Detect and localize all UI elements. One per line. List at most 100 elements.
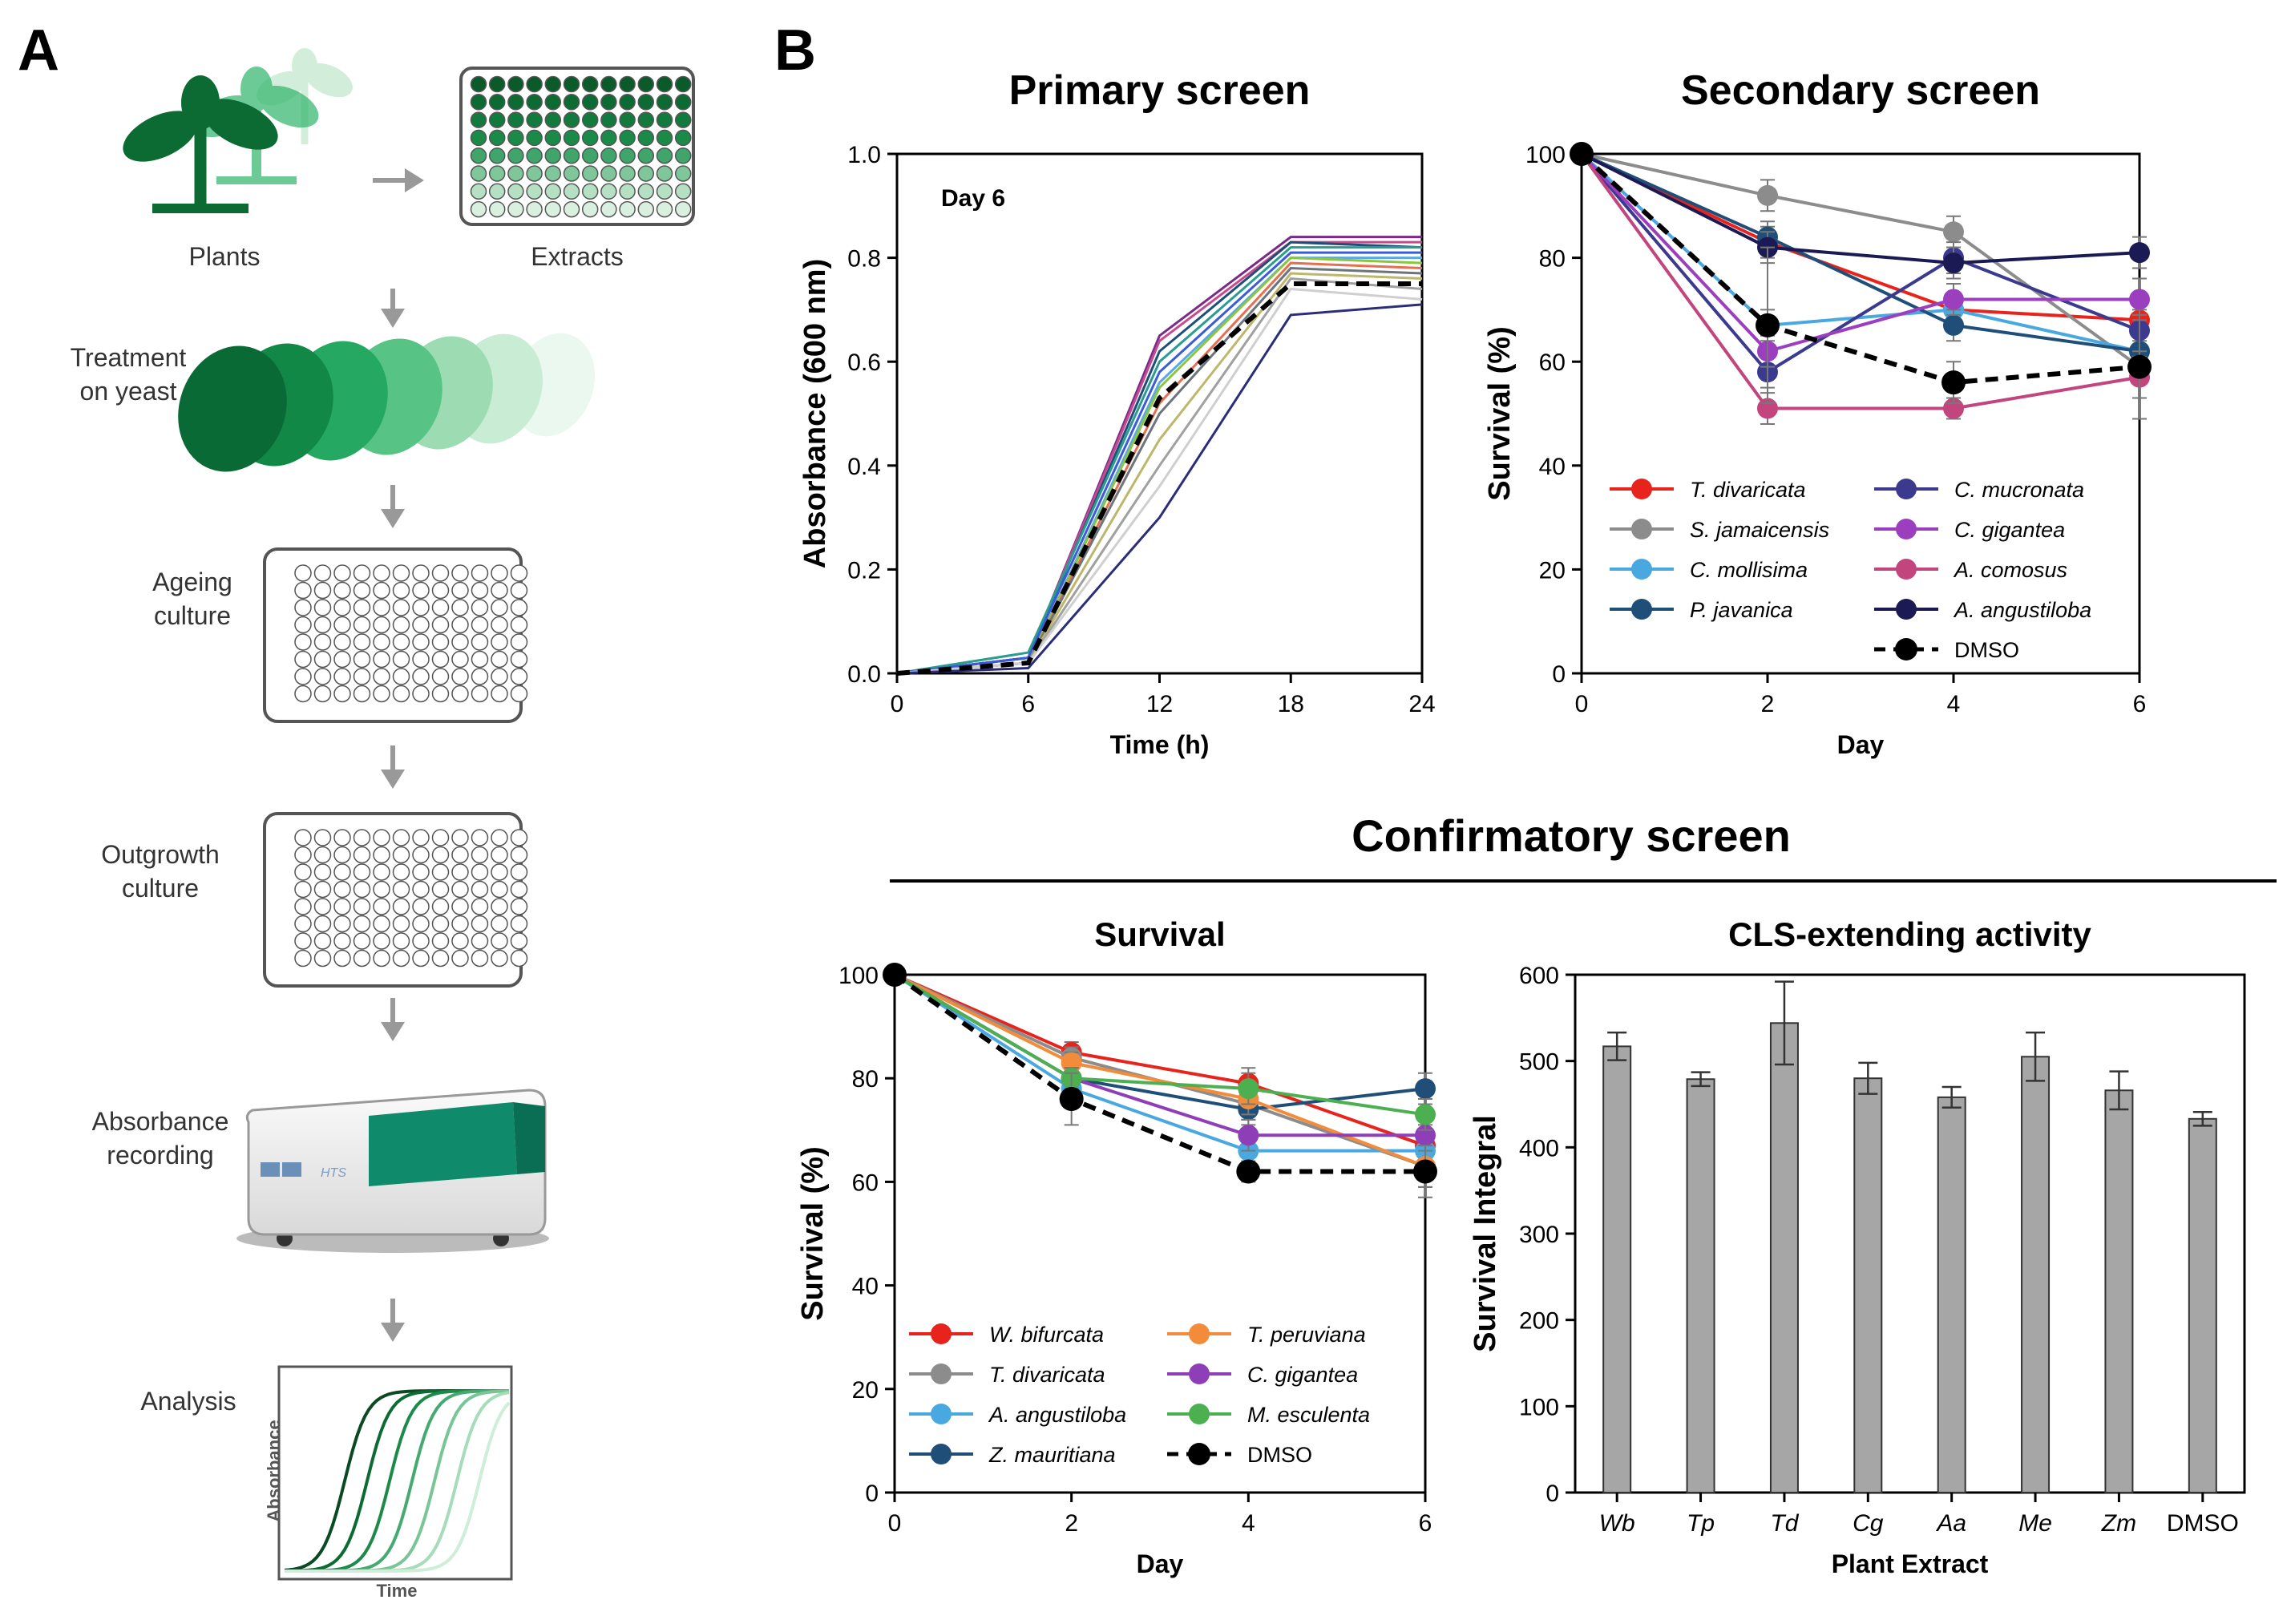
well [373,564,390,582]
data-point [1943,289,1964,310]
y-tick-label: 0 [1552,661,1566,688]
legend-label: C. gigantea [1247,1363,1358,1387]
well [526,147,543,164]
well [333,880,351,899]
data-point [1415,1104,1436,1125]
x-tick-label: 2 [1065,1510,1078,1537]
well [353,685,371,703]
well [507,75,524,93]
well [353,650,371,669]
well [451,846,469,864]
well [491,633,508,651]
analysis-graph-icon [277,1365,513,1581]
data-point [2129,242,2150,264]
plants-label: Plants [188,242,261,271]
well [544,75,562,93]
series-line [896,240,1422,675]
well [510,949,528,968]
primary-xlabel: Time (h) [1110,730,1210,759]
well [373,633,390,651]
x-tick-label: 0 [888,1510,902,1537]
data-point [1943,252,1964,274]
analysis-xlabel: Time [376,1581,418,1601]
well [373,829,390,846]
well [619,129,636,147]
well [392,685,410,703]
well [637,147,655,164]
well [353,581,371,600]
well [563,75,580,93]
well [392,863,410,881]
y-tick-label: 100 [838,963,879,989]
well [526,94,543,111]
well [563,200,580,218]
well [392,616,410,634]
cls-ylabel: Survival Integral [1469,1115,1502,1352]
well [600,94,617,111]
well [392,949,410,968]
well [333,564,351,582]
y-tick-label: 500 [1519,1049,1559,1076]
legend-label: Z. mauritiana [988,1443,1116,1467]
well [471,932,489,950]
legend-label: C. mucronata [1954,478,2084,502]
well [451,581,469,600]
well [488,183,506,200]
well [353,564,371,582]
well [313,633,332,651]
well [491,863,508,881]
well [656,111,673,128]
y-tick-label: 20 [1539,557,1566,584]
well [412,633,430,651]
well [431,581,450,600]
series-line [1580,152,2140,374]
well [294,932,312,950]
survival-xlabel: Day [1137,1549,1184,1578]
well [510,846,528,864]
legend-marker [1189,1404,1210,1424]
well [491,650,508,669]
y-tick-label: 0 [865,1481,879,1507]
series-line [896,267,1423,675]
well [581,75,599,93]
well [619,94,636,111]
series-line [893,973,1426,1111]
well [392,599,410,616]
well [507,165,524,182]
legend-label: T. peruviana [1247,1323,1366,1347]
well [412,581,430,600]
well [563,129,580,147]
primary-annotation: Day 6 [941,185,1005,212]
well [600,147,617,164]
well [431,633,450,651]
x-tick-label: 4 [1242,1510,1255,1537]
well [510,829,528,846]
legend-marker [1631,559,1652,580]
well [451,564,469,582]
plate-reader-icon: HTS [236,1089,549,1253]
well [619,200,636,218]
well [471,880,489,899]
legend-label: T. divaricata [1690,478,1806,502]
x-tick-label: Zm [2101,1510,2136,1537]
y-tick-label: 40 [1539,454,1566,480]
well [471,599,489,616]
cls-bars: Wb Tp Td Cg Aa Me Zm DMSO [1599,980,2239,1537]
well [674,75,692,93]
legend-marker [1895,638,1917,661]
well [392,564,410,582]
y-tick-label: 40 [852,1274,879,1300]
well [392,581,410,600]
well [294,685,312,703]
well [294,898,312,915]
x-tick-label: 12 [1146,691,1173,717]
well [510,880,528,899]
well [471,863,489,881]
well [491,880,508,899]
well [431,599,450,616]
y-tick-label: 0.4 [847,454,881,480]
well [333,685,351,703]
x-tick-label: Cg [1853,1510,1884,1537]
well [674,147,692,164]
well [353,915,371,933]
